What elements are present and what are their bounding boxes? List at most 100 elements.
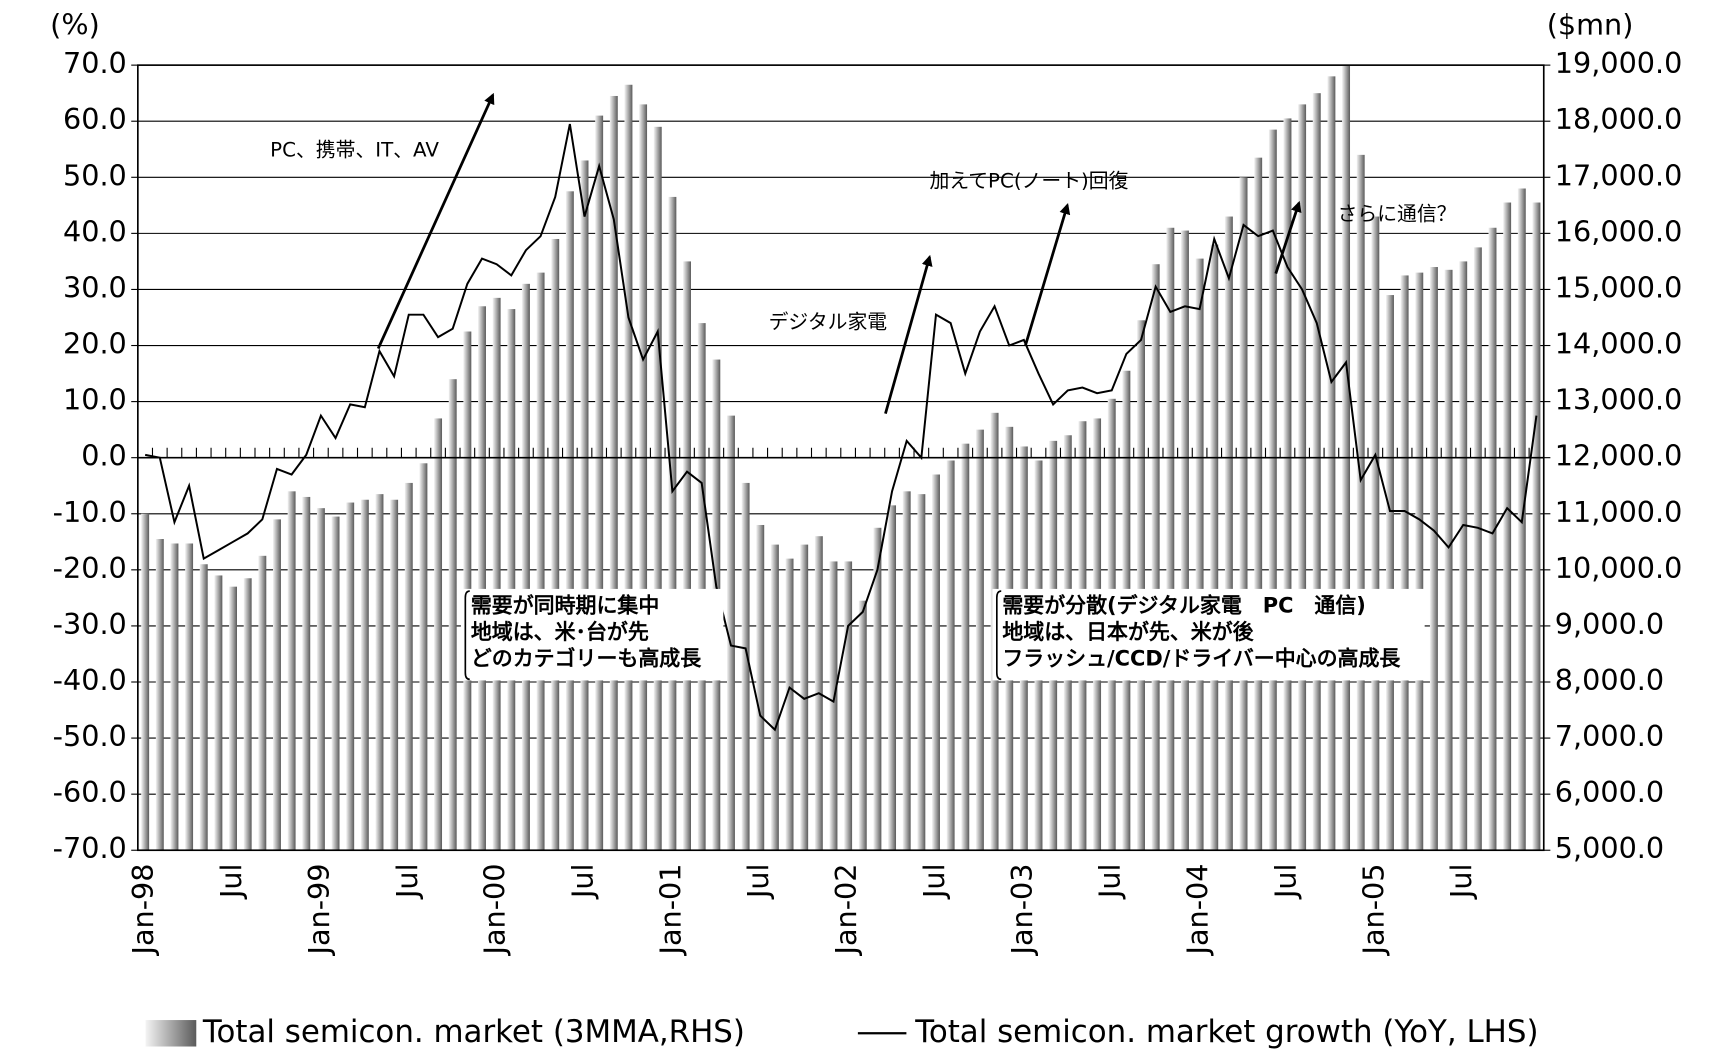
x-tick-label: Jan-00 <box>478 863 512 956</box>
x-tick-label: Jul <box>214 863 248 900</box>
bar <box>1151 264 1160 851</box>
y2-tick-label: 14,000.0 <box>1555 327 1683 361</box>
bar <box>1386 295 1394 851</box>
bar <box>975 429 984 851</box>
bar <box>580 160 589 851</box>
y2-axis-label: ($mn) <box>1547 8 1634 42</box>
bar <box>1239 177 1248 851</box>
bar <box>1371 216 1380 851</box>
bar <box>360 499 369 851</box>
y2-tick-label: 5,000.0 <box>1555 831 1664 865</box>
bar <box>668 196 677 851</box>
bar <box>1195 258 1204 851</box>
bar <box>551 238 560 851</box>
bar <box>1298 104 1307 851</box>
plot-frame <box>137 64 1545 852</box>
bar <box>902 491 911 851</box>
bar <box>243 578 252 851</box>
x-tick-label: Jul <box>1093 863 1127 900</box>
bar <box>272 519 281 851</box>
bar <box>536 272 545 851</box>
bar <box>1312 93 1321 851</box>
y2-tick-label: 9,000.0 <box>1555 607 1664 641</box>
note-text: どのカテゴリーも高成長 <box>471 646 702 670</box>
bar <box>448 379 457 851</box>
annotation: さらに通信？ <box>1338 203 1457 226</box>
note-text: 需要が分散(デジタル家電 PC 通信) <box>1002 594 1366 618</box>
bar <box>229 586 237 851</box>
bar <box>1444 269 1453 851</box>
bar <box>961 443 970 851</box>
y2-tick-label: 16,000.0 <box>1555 214 1683 248</box>
bar <box>316 508 325 851</box>
note-box <box>460 588 724 681</box>
x-tick-label: Jan-03 <box>1005 863 1039 956</box>
y-tick-label: -30.0 <box>53 607 127 641</box>
bar <box>932 474 940 851</box>
arrow <box>1024 203 1071 346</box>
bar <box>858 600 867 851</box>
bar <box>1429 267 1438 851</box>
x-tick-label: Jan-99 <box>302 863 336 956</box>
bar <box>331 516 340 851</box>
legend-swatch <box>145 1020 197 1047</box>
bar <box>258 555 267 851</box>
bar <box>1415 272 1424 851</box>
bar <box>390 499 399 851</box>
x-tick-label: Jan-05 <box>1356 863 1390 956</box>
y-tick-label: 50.0 <box>63 158 127 192</box>
y2-tick-label: 10,000.0 <box>1555 551 1683 585</box>
bar <box>639 104 648 851</box>
note-box <box>992 588 1425 681</box>
y-tick-label: 10.0 <box>63 383 127 417</box>
bar <box>1224 216 1233 851</box>
bar <box>946 460 955 851</box>
y2-tick-label: 19,000.0 <box>1555 46 1683 80</box>
x-tick-label: Jan-01 <box>653 863 687 956</box>
legend-label: Total semicon. market (3MMA,RHS) <box>202 1014 745 1050</box>
bar <box>917 494 926 851</box>
bar <box>521 283 530 851</box>
y2-tick-label: 8,000.0 <box>1555 663 1664 697</box>
bar <box>507 309 516 851</box>
y-tick-label: -10.0 <box>53 495 127 529</box>
x-tick-label: Jul <box>917 863 951 900</box>
brace <box>464 590 470 681</box>
y2-tick-label: 18,000.0 <box>1555 102 1683 136</box>
bar <box>375 494 384 851</box>
y-tick-label: 60.0 <box>63 102 127 136</box>
y2-tick-label: 13,000.0 <box>1555 383 1683 417</box>
bar <box>1532 202 1541 851</box>
bar <box>287 491 296 851</box>
annotation: デジタル家電 <box>769 311 888 334</box>
y-tick-label: 0.0 <box>81 439 127 473</box>
bar <box>1459 261 1468 851</box>
bar <box>199 564 208 851</box>
y-tick-label: -20.0 <box>53 551 127 585</box>
x-tick-label: Jan-98 <box>126 863 160 956</box>
x-tick-label: Jul <box>741 863 775 900</box>
annotation: 加えてPC(ノート)回復 <box>930 170 1129 193</box>
x-tick-label: Jul <box>566 863 600 900</box>
y-tick-label: 20.0 <box>63 327 127 361</box>
x-tick-label: Jul <box>1444 863 1478 900</box>
y2-tick-label: 12,000.0 <box>1555 439 1683 473</box>
bar <box>155 538 164 851</box>
y-tick-label: -50.0 <box>53 719 127 753</box>
bar <box>1137 320 1145 851</box>
note-text: フラッシュ/CCD/ドライバー中心の高成長 <box>1002 646 1401 670</box>
bar <box>873 527 882 851</box>
bar <box>1283 118 1292 851</box>
bar <box>565 191 574 851</box>
bar <box>1180 230 1189 851</box>
arrow <box>1274 200 1302 274</box>
bar <box>609 95 618 851</box>
bar <box>1210 244 1219 851</box>
x-tick-label: Jan-04 <box>1181 863 1215 956</box>
note-text: 地域は、米･台が先 <box>471 620 649 644</box>
arrow <box>884 254 933 414</box>
y-axis-label: (%) <box>50 8 100 42</box>
bar <box>741 482 750 851</box>
y2-tick-label: 6,000.0 <box>1555 775 1664 809</box>
